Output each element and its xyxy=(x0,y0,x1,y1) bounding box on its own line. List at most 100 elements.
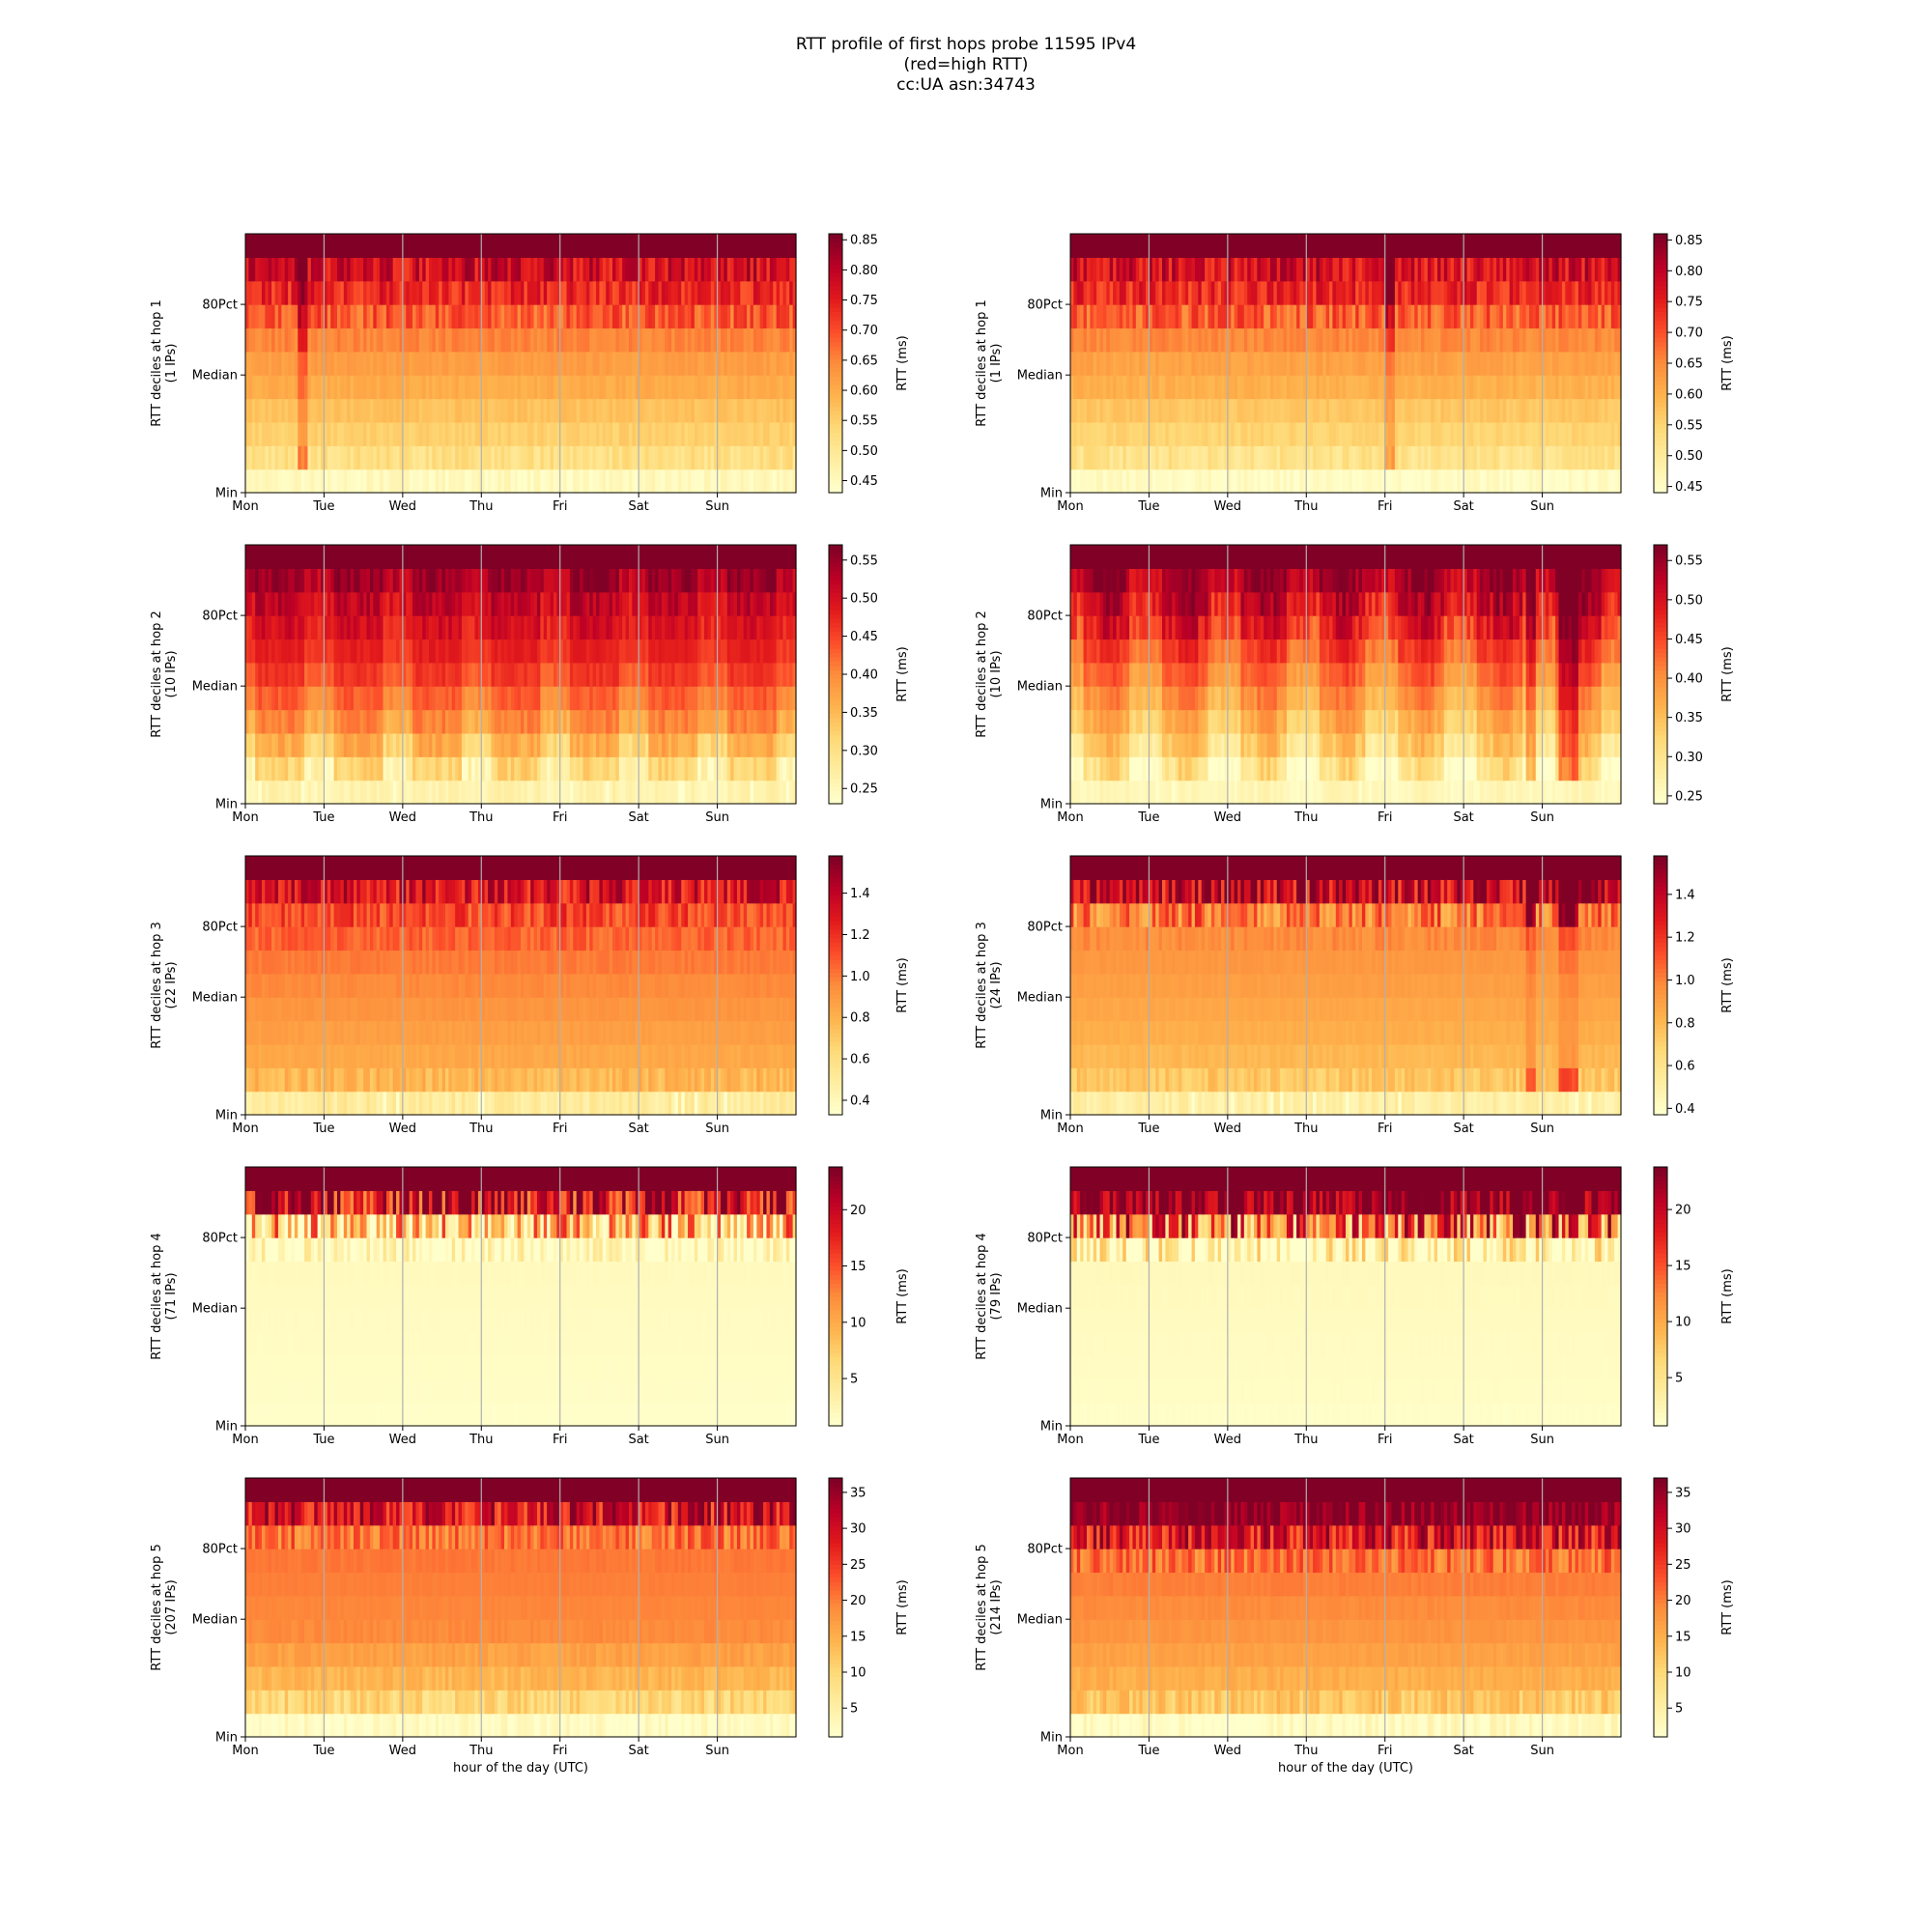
heatmap-cell xyxy=(537,615,541,639)
heatmap-cell xyxy=(721,304,724,328)
heatmap-cell xyxy=(1395,399,1399,423)
heatmap-cells xyxy=(245,545,797,805)
heatmap-cell xyxy=(593,375,597,399)
heatmap-cell xyxy=(295,663,298,687)
heatmap-cell xyxy=(262,352,266,376)
heatmap-cell xyxy=(1522,304,1526,328)
heatmap-cell xyxy=(1591,445,1595,469)
heatmap-cell xyxy=(1532,399,1536,423)
heatmap-cell xyxy=(1257,445,1261,469)
heatmap-cell xyxy=(469,234,472,258)
x-tick-label: Sat xyxy=(628,499,648,514)
heatmap-cell xyxy=(582,469,586,494)
heatmap-cell xyxy=(524,781,527,805)
heatmap-cell xyxy=(1257,375,1261,399)
heatmap-cell xyxy=(662,281,666,305)
heatmap-cell xyxy=(354,733,357,757)
heatmap-cell xyxy=(1522,352,1526,376)
heatmap-cell xyxy=(248,545,252,569)
heatmap-cell xyxy=(1316,352,1320,376)
heatmap-cell xyxy=(330,710,334,734)
heatmap-cell xyxy=(766,327,770,352)
heatmap-cell xyxy=(593,352,597,376)
heatmap-cell xyxy=(537,352,541,376)
heatmap-cell xyxy=(1614,469,1618,494)
heatmap-cell xyxy=(1510,375,1514,399)
heatmap-cell xyxy=(1073,352,1077,376)
heatmap-cell xyxy=(330,568,334,592)
heatmap-cell xyxy=(547,592,551,616)
heatmap-cell xyxy=(1326,281,1330,305)
heatmap-cell xyxy=(262,445,266,469)
heatmap-cell xyxy=(432,469,436,494)
heatmap-cell xyxy=(1477,327,1481,352)
heatmap-cell xyxy=(1532,375,1536,399)
heatmap-cell xyxy=(707,352,711,376)
heatmap-cell xyxy=(1349,352,1352,376)
heatmap-cell xyxy=(1614,257,1618,281)
heatmap-cell xyxy=(1073,375,1077,399)
heatmap-cell xyxy=(285,304,289,328)
colorbar-segment xyxy=(829,475,842,480)
heatmap-cell xyxy=(1569,445,1573,469)
heatmap-cell xyxy=(730,234,734,258)
heatmap-cell xyxy=(271,445,275,469)
heatmap-cell xyxy=(1165,375,1169,399)
heatmap-cell xyxy=(307,710,311,734)
colorbar-segment xyxy=(829,463,842,468)
heatmap-cell xyxy=(1270,399,1274,423)
heatmap-cell xyxy=(363,445,367,469)
heatmap-cell xyxy=(674,257,678,281)
heatmap-cell xyxy=(1487,304,1491,328)
heatmap-cell xyxy=(354,469,357,494)
heatmap-cell xyxy=(1179,445,1182,469)
colorbar-segment xyxy=(829,389,842,394)
heatmap-cell xyxy=(1188,281,1192,305)
panel-hop2-left: Mon Tue Wed Thu Fri Sat Sun80PctMedianMinRTT d… xyxy=(150,545,910,825)
heatmap-cell xyxy=(491,234,495,258)
heatmap-cell xyxy=(789,327,793,352)
heatmap-cell xyxy=(1477,304,1481,328)
colorbar-segment xyxy=(1654,242,1667,247)
heatmap-cell xyxy=(1431,399,1435,423)
heatmap-cell xyxy=(537,639,541,663)
heatmap-cell xyxy=(593,469,597,494)
heatmap-cell xyxy=(1339,234,1343,258)
heatmap-cell xyxy=(1499,257,1503,281)
heatmap-cell xyxy=(1487,327,1491,352)
heatmap-cell xyxy=(422,399,426,423)
heatmap-cell xyxy=(1362,352,1366,376)
heatmap-cell xyxy=(307,234,311,258)
heatmap-cell xyxy=(1477,375,1481,399)
heatmap-cell xyxy=(593,327,597,352)
heatmap-cell xyxy=(753,234,757,258)
colorbar-segment xyxy=(829,286,842,291)
heatmap-cell xyxy=(445,686,449,710)
colorbar-segment xyxy=(829,419,842,424)
heatmap-cell xyxy=(537,469,541,494)
heatmap-cell xyxy=(547,375,551,399)
heatmap-cell xyxy=(524,304,527,328)
heatmap-cell xyxy=(432,327,436,352)
heatmap-cell xyxy=(271,281,275,305)
colorbar-segment xyxy=(1654,449,1667,454)
colorbar-segment xyxy=(829,328,842,333)
heatmap-cell xyxy=(707,327,711,352)
heatmap-cell xyxy=(501,733,505,757)
heatmap-cell xyxy=(354,422,357,446)
heatmap-cell xyxy=(386,733,390,757)
heatmap-cell xyxy=(377,686,381,710)
colorbar-tick-label: 0.50 xyxy=(1675,449,1703,464)
heatmap-cell xyxy=(469,615,472,639)
colorbar-segment xyxy=(829,398,842,403)
heatmap-cell xyxy=(1211,375,1215,399)
heatmap-cell xyxy=(410,756,413,781)
heatmap-cell xyxy=(354,710,357,734)
heatmap-cell xyxy=(744,304,748,328)
heatmap-cell xyxy=(340,686,344,710)
heatmap-cell xyxy=(537,399,541,423)
heatmap-cell xyxy=(445,375,449,399)
x-tick-label: Mon xyxy=(232,499,258,514)
heatmap-cell xyxy=(307,733,311,757)
heatmap-cells xyxy=(245,234,797,494)
